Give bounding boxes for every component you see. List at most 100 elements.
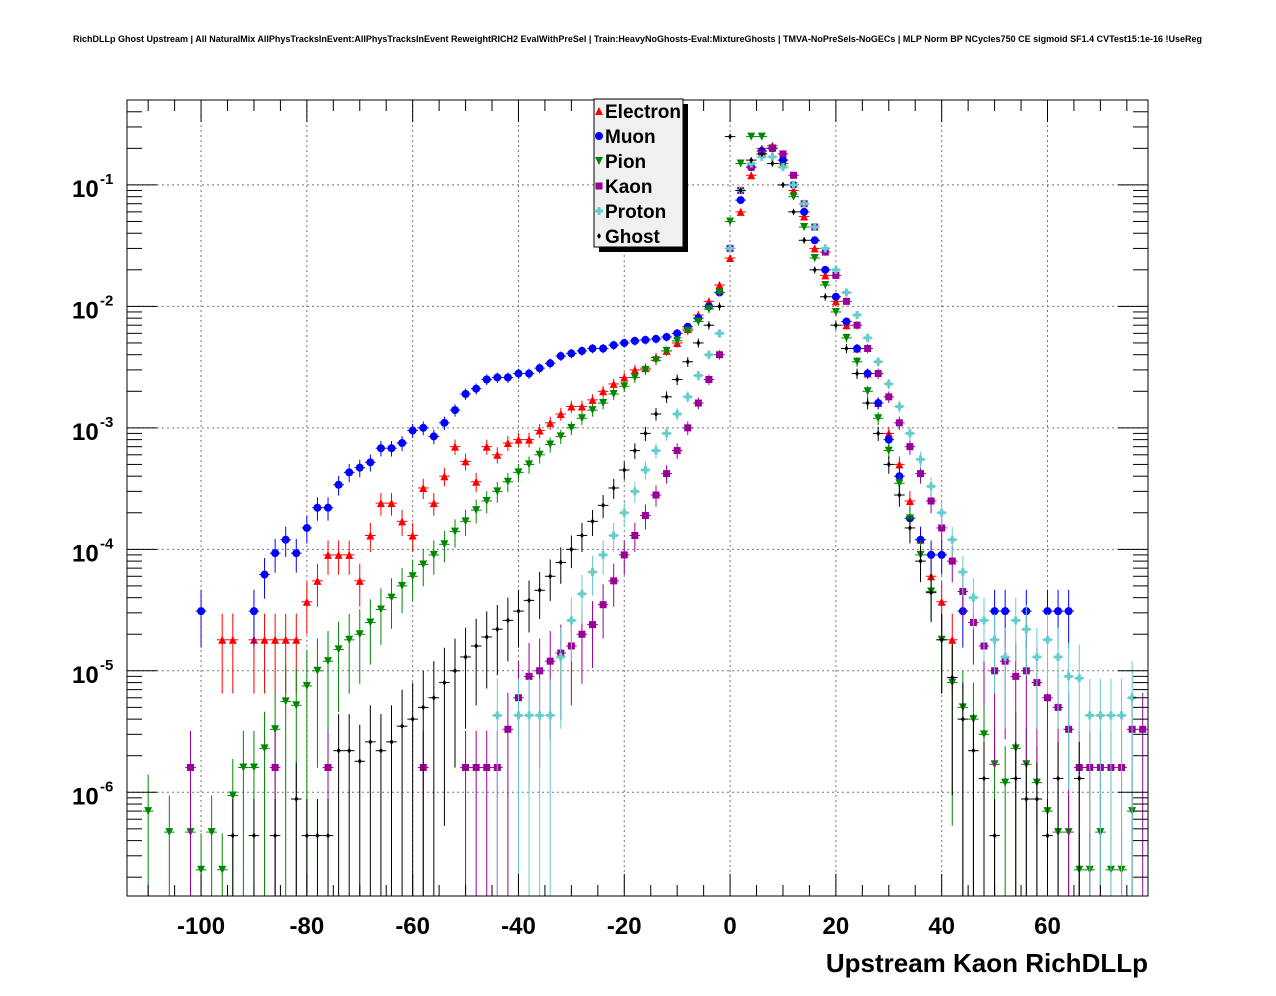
marker: [1077, 775, 1082, 782]
data-point: [1052, 741, 1064, 896]
marker: [450, 406, 459, 415]
marker: [251, 832, 256, 839]
marker: [577, 589, 586, 598]
marker: [905, 429, 914, 438]
marker: [535, 364, 544, 373]
marker: [483, 763, 491, 771]
data-point: [396, 568, 408, 614]
marker: [347, 747, 352, 754]
data-point: [703, 350, 715, 360]
data-point: [534, 678, 545, 896]
data-point: [449, 638, 461, 768]
data-point: [1021, 604, 1032, 676]
data-point: [872, 412, 884, 426]
data-point: [650, 485, 662, 507]
data-point: [343, 714, 355, 896]
marker: [643, 430, 648, 437]
data-point: [1021, 762, 1032, 896]
marker: [675, 376, 680, 383]
data-point: [640, 426, 651, 441]
marker: [992, 832, 997, 839]
data-point: [428, 540, 440, 575]
data-point: [798, 237, 810, 244]
data-point: [333, 540, 344, 575]
data-point: [417, 478, 429, 500]
marker: [503, 373, 512, 382]
data-point: [439, 647, 450, 826]
data-point: [365, 522, 376, 553]
data-point: [978, 597, 990, 662]
y-tick-base: 10: [72, 176, 99, 203]
marker: [588, 344, 597, 353]
data-point: [460, 730, 471, 896]
data-point: [248, 589, 260, 648]
data-point: [534, 571, 545, 619]
data-point: [354, 724, 366, 896]
data-point: [428, 661, 440, 896]
data-point: [1010, 741, 1022, 896]
marker: [853, 321, 861, 329]
marker: [832, 271, 840, 279]
marker: [918, 558, 923, 565]
data-point: [936, 501, 947, 527]
data-point: [862, 385, 873, 398]
marker: [886, 461, 891, 468]
marker: [368, 738, 373, 745]
marker: [747, 132, 756, 141]
marker: [294, 796, 299, 803]
data-point: [618, 338, 630, 348]
data-point: [375, 588, 387, 646]
data-point: [608, 388, 619, 400]
data-point: [407, 682, 418, 896]
marker: [556, 432, 565, 441]
marker: [577, 346, 586, 355]
data-point: [640, 335, 651, 345]
marker: [419, 560, 428, 569]
x-tick-label: -80: [290, 913, 325, 940]
data-point: [417, 670, 429, 896]
marker: [376, 444, 385, 453]
data-point: [1063, 589, 1074, 648]
data-point: [714, 350, 725, 360]
marker: [514, 711, 523, 720]
marker: [398, 581, 407, 590]
data-point: [523, 432, 535, 448]
marker: [514, 435, 523, 444]
x-tick-label: -20: [607, 913, 642, 940]
data-point: [851, 357, 863, 367]
data-point: [671, 336, 683, 346]
data-point: [777, 163, 789, 172]
marker: [567, 616, 576, 625]
marker: [1106, 711, 1115, 720]
data-point: [756, 150, 768, 157]
data-point: [587, 394, 598, 407]
marker: [800, 223, 809, 232]
data-point: [682, 357, 694, 367]
y-tick-base: 10: [72, 540, 99, 567]
marker: [609, 389, 618, 398]
marker: [791, 208, 796, 215]
data-point: [502, 472, 514, 493]
marker: [271, 763, 279, 771]
marker: [790, 171, 798, 179]
marker: [916, 535, 925, 544]
marker: [738, 187, 743, 194]
marker: [620, 508, 629, 517]
data-point: [830, 265, 842, 274]
data-point: [449, 519, 461, 548]
marker: [588, 568, 597, 577]
data-point: [407, 424, 418, 438]
marker: [652, 446, 661, 455]
marker: [895, 402, 904, 411]
data-point: [851, 310, 863, 320]
marker: [884, 446, 893, 455]
marker: [874, 399, 883, 408]
marker: [366, 531, 375, 540]
marker: [641, 335, 650, 344]
marker: [1117, 711, 1126, 720]
marker: [736, 196, 745, 205]
marker: [599, 344, 608, 353]
marker: [546, 711, 555, 720]
marker: [630, 487, 639, 496]
x-tick-label: 40: [928, 913, 955, 940]
